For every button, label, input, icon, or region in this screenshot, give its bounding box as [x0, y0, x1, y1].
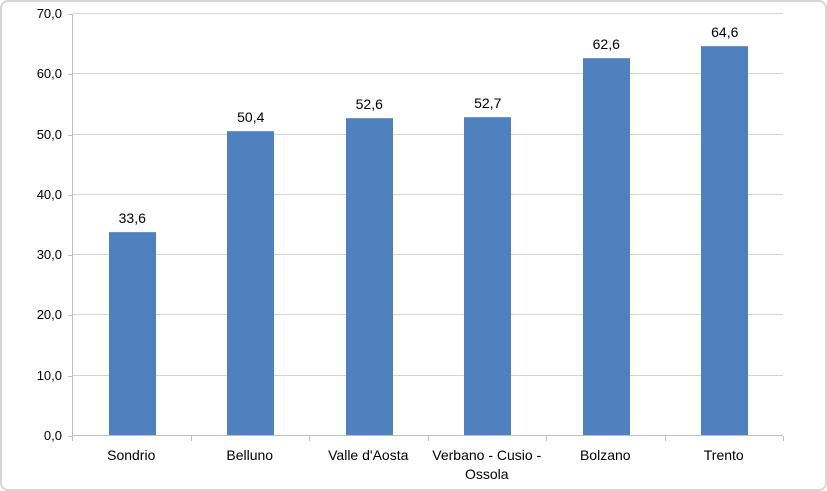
x-axis-tick: [72, 436, 73, 441]
y-axis-tick-label: 20,0: [36, 307, 62, 323]
bar-value-label: 52,6: [355, 95, 383, 112]
bar: [701, 45, 749, 435]
y-axis-tick-label: 60,0: [36, 66, 62, 82]
x-axis-tick: [783, 436, 784, 441]
y-axis-tick-label: 50,0: [36, 126, 62, 142]
x-axis-category-label: Bolzano: [579, 447, 631, 463]
bar-value-label: 64,6: [711, 23, 739, 40]
x-axis-category-label: Trento: [703, 447, 744, 463]
bar-value-label: 33,6: [118, 210, 146, 227]
bar: [582, 57, 630, 435]
gridline: [73, 374, 783, 376]
gridline: [73, 193, 783, 195]
bar-value-label: 52,7: [474, 95, 502, 112]
gridline: [73, 254, 783, 256]
y-axis-tick-label: 70,0: [36, 6, 62, 21]
x-axis-category-label: Verbano - Cusio - Ossola: [432, 447, 542, 482]
bar: [345, 117, 393, 435]
x-axis-category-label: Belluno: [226, 447, 274, 463]
x-axis-tick: [427, 436, 429, 441]
x-axis-category-label: Valle d'Aosta: [328, 447, 409, 463]
x-axis-tick: [546, 436, 547, 441]
plot-area: 33,6 50,4 52,6 52,7 62,6 64,6: [72, 13, 783, 436]
y-axis-tick: [68, 194, 72, 196]
y-axis-tick-label: 10,0: [36, 367, 62, 383]
y-axis-tick-label: 40,0: [36, 186, 62, 202]
y-axis-tick: [68, 255, 72, 257]
y-axis-tick: [68, 436, 72, 437]
bar: [108, 232, 156, 435]
y-axis-tick: [68, 134, 72, 136]
y-axis-tick: [68, 375, 72, 377]
x-axis-tick: [309, 436, 310, 441]
y-axis-tick: [68, 315, 72, 317]
bar-value-label: 62,6: [592, 35, 620, 52]
x-axis-category-label: Sondrio: [107, 447, 156, 463]
gridline: [73, 73, 783, 75]
gridline: [73, 133, 783, 135]
bar: [227, 131, 275, 435]
x-axis-labels: Sondrio Belluno Valle d'Aosta Verbano - Cus…: [72, 446, 783, 489]
y-axis-tick-label: 0,0: [43, 428, 62, 443]
gridline: [73, 314, 783, 316]
x-axis-tick: [664, 436, 666, 441]
bar-value-label: 50,4: [237, 109, 265, 126]
y-axis-tick: [68, 74, 72, 76]
y-axis-tick-label: 30,0: [36, 247, 62, 263]
gridline: [73, 13, 783, 14]
y-axis-tick: [68, 14, 72, 15]
x-axis-tick: [190, 436, 192, 441]
bar: [464, 117, 512, 435]
